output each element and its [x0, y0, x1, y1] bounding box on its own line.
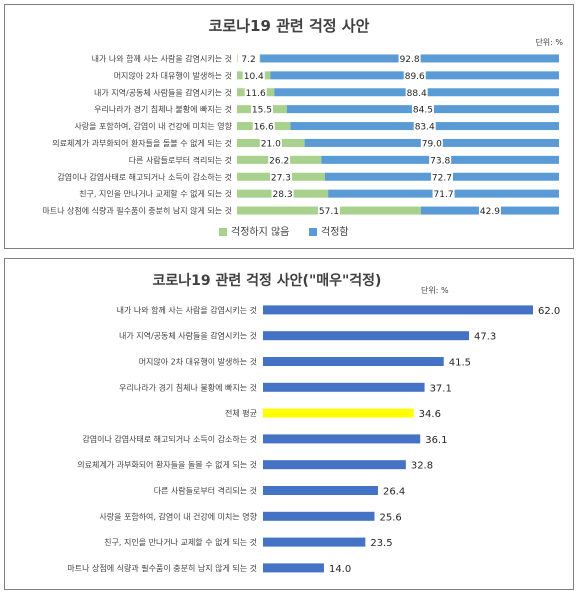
- legend-label-worried: 걱정함: [321, 226, 349, 238]
- data-label-not-worried: 16.6: [254, 123, 274, 133]
- category-label: 친구, 지인을 만나거나 교제할 수 없게 되는 것: [79, 189, 232, 199]
- label-bg-worried: [398, 52, 421, 65]
- category-label: 의료체계가 과부화되어 환자들을 돌볼 수 없게 되는 것: [77, 460, 257, 470]
- category-label: 사랑을 포함하여, 감염이 내 건강에 미치는 영향: [74, 121, 232, 131]
- legend-label-not-worried: 걱정하지 않음: [231, 225, 289, 238]
- bar: [263, 434, 421, 444]
- bar: [263, 305, 533, 315]
- data-label: 26.4: [383, 487, 405, 498]
- data-label-worried: 83.4: [415, 123, 435, 133]
- data-label-worried: 42.9: [480, 207, 500, 217]
- data-label-not-worried: 21.0: [261, 139, 281, 149]
- label-bg-not-worried: [268, 153, 291, 166]
- category-label: 마트나 상점에 식량과 필수품이 충분히 남지 않게 되는 것: [67, 563, 257, 573]
- data-label-not-worried: 27.3: [271, 173, 291, 183]
- label-bg-worried: [432, 187, 455, 200]
- data-label-worried: 88.4: [407, 89, 427, 99]
- category-label: 의료체계가 과부화되어 환자들을 돌볼 수 없게 되는 것: [52, 138, 232, 148]
- bar: [263, 563, 324, 573]
- label-bg-worried: [413, 120, 436, 133]
- unit-note: 단위: %: [535, 37, 563, 47]
- data-label-not-worried: 10.4: [244, 72, 264, 82]
- very-worried-chart-panel: 코로나19 관련 걱정 사안("매우"걱정) 단위: % 내가 나와 함께 사는 사…: [4, 258, 574, 590]
- category-label: 내가 나와 함께 사는 사람을 감염시키는 것: [92, 53, 232, 63]
- category-label: 전체 평균: [225, 408, 257, 418]
- data-label-worried: 79.0: [422, 139, 442, 149]
- data-label-not-worried: 15.5: [252, 106, 272, 116]
- category-label: 내가 지역/공동체 사람들을 감염시키는 것: [94, 87, 232, 97]
- data-label-worried: 84.5: [413, 106, 433, 116]
- label-bg-not-worried: [237, 52, 260, 65]
- label-bg-not-worried: [269, 170, 292, 183]
- category-label: 감염이나 감염사태로 해고되거나 소득이 감소하는 것: [82, 434, 257, 444]
- chart-title: 코로나19 관련 걱정 사안("매우"걱정): [153, 272, 382, 289]
- data-label: 41.5: [449, 358, 471, 369]
- bar: [263, 357, 444, 366]
- data-label-not-worried: 26.2: [269, 156, 289, 166]
- label-bg-worried: [478, 204, 501, 217]
- category-label: 머지않아 2차 대유행이 발생하는 것: [139, 357, 257, 367]
- data-label-not-worried: 11.6: [246, 89, 266, 99]
- bar-average: [263, 408, 414, 418]
- data-label-worried: 89.6: [405, 72, 425, 82]
- data-label-worried: 72.7: [432, 173, 452, 183]
- label-bg-worried: [411, 103, 434, 116]
- label-bg-worried: [405, 86, 428, 99]
- label-bg-worried: [429, 153, 452, 166]
- category-label: 사랑을 포함하여, 감염이 내 건강에 미치는 영향: [99, 511, 257, 521]
- unit-note: 단위: %: [421, 285, 449, 295]
- bar: [263, 511, 375, 521]
- data-label: 37.1: [430, 383, 452, 394]
- category-label: 우리나라가 경기 침체나 불황에 빠지는 것: [119, 382, 257, 392]
- label-bg-not-worried: [252, 120, 275, 133]
- bar: [263, 382, 425, 392]
- bar: [263, 331, 469, 341]
- category-label: 감염이나 감염사태로 해고되거나 소득이 감소하는 것: [57, 172, 232, 182]
- data-label: 62.0: [538, 306, 560, 317]
- label-bg-worried: [420, 136, 443, 149]
- data-label: 34.6: [419, 409, 441, 420]
- chart-title: 코로나19 관련 걱정 사안: [209, 17, 370, 35]
- label-bg-not-worried: [317, 204, 340, 217]
- category-label: 다른 사람들로부터 격리되는 것: [129, 155, 232, 165]
- bar: [263, 460, 406, 470]
- data-label-worried: 92.8: [400, 55, 420, 65]
- legend-swatch-not-worried: [219, 228, 227, 236]
- data-label-not-worried: 28.3: [273, 190, 293, 200]
- bar: [263, 537, 366, 547]
- data-label: 32.8: [411, 461, 433, 472]
- label-bg-not-worried: [244, 86, 267, 99]
- category-label: 내가 나와 함께 사는 사람을 감염시키는 것: [117, 305, 257, 315]
- category-label: 다른 사람들로부터 격리되는 것: [154, 486, 257, 496]
- category-label: 친구, 지인을 만나거나 교제할 수 없게 되는 것: [104, 537, 257, 547]
- label-bg-worried: [403, 69, 426, 82]
- data-label: 25.6: [379, 512, 401, 523]
- data-label-not-worried: 57.1: [319, 207, 339, 217]
- data-label-not-worried: 7.2: [241, 55, 255, 65]
- data-label: 14.0: [329, 564, 351, 575]
- label-bg-worried: [430, 170, 453, 183]
- bar: [263, 486, 378, 495]
- data-label: 36.1: [425, 435, 447, 446]
- category-label: 우리나라가 경기 침체나 불황에 빠지는 것: [94, 104, 232, 114]
- data-label: 23.5: [370, 538, 392, 549]
- label-bg-not-worried: [242, 69, 265, 82]
- legend-swatch-worried: [309, 228, 317, 236]
- data-label-worried: 71.7: [434, 190, 454, 200]
- label-bg-not-worried: [259, 136, 282, 149]
- category-label: 내가 지역/공동체 사람들을 감염시키는 것: [119, 331, 257, 341]
- data-label: 47.3: [474, 332, 496, 343]
- very-worried-bar-chart: 코로나19 관련 걱정 사안("매우"걱정) 단위: % 내가 나와 함께 사는 사…: [67, 272, 560, 575]
- category-label: 마트나 상점에 식량과 필수품이 충분히 남지 않게 되는 것: [42, 206, 232, 216]
- label-bg-not-worried: [250, 103, 273, 116]
- label-bg-not-worried: [271, 187, 294, 200]
- category-label: 머지않아 2차 대유행이 발생하는 것: [114, 70, 232, 80]
- data-label-worried: 73.8: [430, 156, 450, 166]
